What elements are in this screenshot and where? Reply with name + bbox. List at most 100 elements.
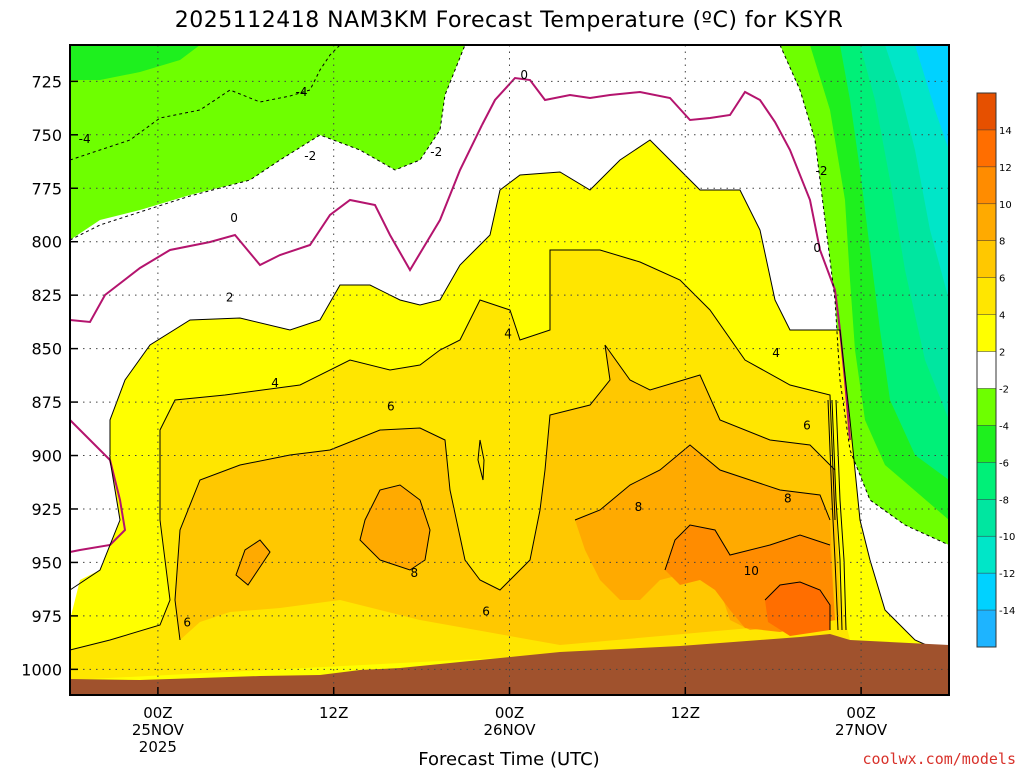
contour-cell-26nov [477,439,485,481]
contour-8b [235,539,271,586]
contour-labels: 0 0 0 -2 -2 -2 -4 -4 2 4 4 4 6 6 6 6 8 8 8 10 [79,68,828,629]
region-cold-right-5 [885,45,949,300]
region-cold-upper-left [70,45,465,240]
contour-label-4: -2 [430,145,442,159]
x-tick-label-0-1: 25NOV [132,721,185,739]
colorbar-swatch-8 [977,314,996,352]
colorbar-label-8: 4 [999,311,1005,322]
chart-title: 2025112418 NAM3KM Forecast Temperature (… [175,8,844,33]
x-tick-label-4-1: 27NOV [835,721,888,739]
contour-0-lower [69,124,483,324]
contour-label-17: 8 [635,500,643,514]
x-tick-label-2-1: 26NOV [483,721,536,739]
contour-8a [359,484,431,571]
contour-0-left [69,419,127,553]
y-tick-label-1000: 1000 [21,660,62,679]
contour-label-15: 6 [482,605,490,619]
colorbar-label-4: -6 [999,458,1009,469]
colorbar-swatch-3 [977,499,996,537]
colorbar-label-11: 10 [999,200,1012,211]
contour-label-19: 10 [744,564,759,578]
contour-0-upper [481,76,851,441]
contour-label-1: 0 [230,211,238,225]
colorbar-swatch-10 [977,240,996,278]
colorbar-swatch-4 [977,462,996,500]
y-tick-label-925: 925 [31,500,62,519]
contour-label-16: 8 [410,566,418,580]
colorbar-label-3: -8 [999,495,1009,506]
y-tick-label-875: 875 [31,393,62,412]
colorbar-swatch-14 [977,93,996,130]
colorbar-swatch-0 [977,610,996,647]
contour-minus4-left [69,44,341,161]
contour-label-2: 0 [813,241,821,255]
colorbar-label-12: 12 [999,163,1012,174]
colorbar-swatch-9 [977,277,996,315]
contour-label-13: 6 [803,419,811,433]
colorbar-swatch-12 [977,166,996,204]
x-tick-label-1-0: 12Z [319,704,348,722]
x-tick-label-4-0: 00Z [846,704,875,722]
colorbar-swatch-6 [977,388,996,426]
contour-label-9: 4 [271,376,279,390]
contour-4 [69,249,836,651]
colorbar-label-6: -2 [999,384,1009,395]
colorbar-label-2: -10 [999,532,1015,543]
x-tick-label-0-0: 00Z [143,704,172,722]
colorbar-label-0: -14 [999,606,1015,617]
y-tick-label-850: 850 [31,340,62,359]
y-tick-label-950: 950 [31,553,62,572]
region-warm-8a [360,485,430,570]
contour-12 [764,581,831,630]
contour-6 [174,344,836,641]
contour-label-0: 0 [520,68,528,82]
y-tick-label-750: 750 [31,126,62,145]
colorbar-label-5: -4 [999,421,1009,432]
contour-label-10: 4 [504,327,512,341]
y-tick-label-900: 900 [31,447,62,466]
colorbar-swatch-1 [977,573,996,611]
x-tick-label-2-0: 00Z [495,704,524,722]
contour-label-18: 8 [784,491,792,505]
region-cold-upper-left-deeper [70,45,200,80]
colorbar-swatch-5 [977,425,996,463]
contour-8c [574,444,831,521]
gridlines [70,45,949,695]
y-tick-label-775: 775 [31,179,62,198]
x-axis-label: Forecast Time (UTC) [418,749,599,768]
y-axis: 725 750 775 800 825 850 875 900 925 950 975 1000 [21,72,78,679]
contour-label-8: 2 [226,290,234,304]
x-tick-label-3-0: 12Z [671,704,700,722]
contour-label-11: 4 [772,346,780,360]
contour-label-7: -4 [295,85,307,99]
contour-minus2-right [779,44,950,546]
contour-label-6: -4 [79,132,91,146]
region-cold-right-6 [915,45,949,150]
colorbar-label-1: -12 [999,569,1015,580]
y-tick-label-825: 825 [31,286,62,305]
contour-minus2-left [69,44,466,241]
y-tick-label-975: 975 [31,607,62,626]
credit-text: coolwx.com/models [862,750,1016,768]
colorbar-swatch-7 [977,351,996,389]
colorbar: -14 -12 -10 -8 -6 -4 -2 2 4 6 8 10 12 14 [976,92,1015,648]
colorbar-label-13: 14 [999,126,1012,137]
contour-label-3: -2 [304,149,316,163]
contour-label-12: 6 [387,399,395,413]
colorbar-swatch-11 [977,203,996,241]
colorbar-label-10: 8 [999,237,1005,248]
y-tick-label-800: 800 [31,233,62,252]
y-tick-label-725: 725 [31,72,62,91]
colorbar-swatch-2 [977,536,996,574]
terrain-ground [70,634,949,695]
x-tick-label-0-2: 2025 [139,738,177,756]
contour-10 [664,524,831,571]
colorbar-frame [976,92,997,648]
colorbar-label-9: 6 [999,274,1005,285]
colorbar-label-7: 2 [999,348,1005,359]
contour-label-14: 6 [183,615,191,629]
contour-label-5: -2 [816,164,828,178]
region-warm-12 [765,582,830,636]
